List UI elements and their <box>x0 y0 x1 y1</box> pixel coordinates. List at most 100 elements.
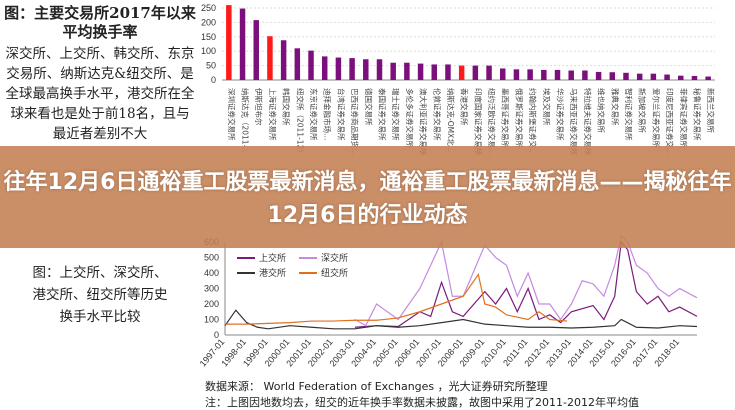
y-tick-label: 200 <box>204 299 219 309</box>
bar <box>431 64 438 80</box>
series-line <box>354 234 698 327</box>
bar <box>417 63 424 80</box>
bar <box>239 8 246 80</box>
bar-category-label: 伦敦证券交易所 <box>432 88 442 141</box>
y-tick-label: 100 <box>204 315 219 325</box>
bar <box>445 64 451 80</box>
bar <box>335 57 342 80</box>
bar-category-label: 纽约泛欧证券交易… <box>487 88 497 155</box>
bar-category-label: 韩国交易所 <box>282 88 292 126</box>
bar <box>404 62 410 80</box>
legend-label: 上交所 <box>259 252 286 263</box>
bar-category-label: 特拉维夫证券交易所 <box>583 88 593 156</box>
series-line <box>224 309 698 330</box>
bar-category-label: 多伦多证券交易所 <box>405 88 415 148</box>
bar <box>554 69 561 80</box>
bar-category-label: 伊斯坦布尔 <box>254 88 264 126</box>
bar-category-label: 纽交所（2011-12） <box>295 88 305 157</box>
bar <box>280 40 287 80</box>
bar <box>541 69 547 80</box>
bar <box>499 68 506 80</box>
legend-label: 深交所 <box>321 252 348 263</box>
legend-label: 港交所 <box>259 267 286 278</box>
y-tick-label: 300 <box>204 284 219 294</box>
bar <box>678 75 684 80</box>
bar-category-label: 新加坡交易所 <box>638 88 648 133</box>
bar <box>650 73 657 80</box>
bar <box>390 62 396 80</box>
bar <box>349 58 355 80</box>
y-tick-label: 400 <box>204 268 219 278</box>
bar-category-label: 新西兰交易所 <box>706 88 716 133</box>
bar <box>376 59 383 80</box>
bar <box>568 70 574 80</box>
bar-category-label: 印度国家证券交易所 <box>473 88 483 156</box>
bar-category-label: 巴西证券商品期货… <box>350 88 360 156</box>
legend-label: 纽交所 <box>321 267 348 278</box>
bar <box>609 72 616 80</box>
bar-category-label: 迪拜金融市场… <box>323 88 333 141</box>
y-tick-label: 0 <box>211 75 216 85</box>
bar-category-label: 马来西亚证券交易所 <box>569 88 579 156</box>
bar <box>226 5 232 80</box>
headline-overlay <box>0 146 735 248</box>
y-tick-label: 0 <box>214 330 219 340</box>
series-line <box>225 273 568 325</box>
bar <box>691 75 698 80</box>
bar-category-label: 埃及交易所 <box>542 88 552 126</box>
bar-category-label: 俄罗斯证券交易所 <box>514 88 524 148</box>
chart1-description: 深交所、上交所、韩交所、东京交易所、纳斯达克&纽交所、是全球最高换手水平，港交所… <box>5 46 195 142</box>
y-tick-label: 200 <box>201 17 216 27</box>
bar <box>321 56 328 80</box>
bar-category-label: 纳斯达克-OMX北… <box>446 88 456 153</box>
bar <box>582 70 588 80</box>
series-line <box>354 240 698 328</box>
bar <box>486 65 492 80</box>
bar-category-label: 深圳证券交易所 <box>227 88 237 141</box>
bar-category-label: 泰国证券交易所 <box>377 88 387 141</box>
bar-category-label: 约翰内斯堡证券交… <box>528 88 538 156</box>
bar <box>623 72 629 80</box>
data-source: 数据来源： World Federation of Exchanges ，光大证… <box>205 380 548 393</box>
bar <box>513 69 520 80</box>
footnote: 注：上图因地数均去，纽交的近年换手率数据未披露，故图中采用了2011-2012年… <box>205 396 639 409</box>
bar-category-label: 台湾证券交易所 <box>336 88 346 141</box>
bar <box>458 65 465 80</box>
y-tick-label: 100 <box>201 46 216 56</box>
charts: 0 50 100 150 200 250 深圳证券交易所 纳斯达克（2011-… 伊斯坦布尔 上海… <box>198 3 717 369</box>
bar-category-label: 墨西哥证券交易所 <box>501 88 511 148</box>
bar <box>664 74 670 80</box>
bar <box>363 59 369 80</box>
bar-category-label: 华沙证券交易所 <box>556 88 566 141</box>
bar-category-label: 印度尼西亚证券交… <box>665 88 675 156</box>
bar-category-label: 上海证券交易所 <box>268 88 278 141</box>
bar <box>253 20 259 80</box>
y-tick-label: 500 <box>204 253 219 263</box>
bar-category-label: 菲律宾证券交易所 <box>679 88 689 148</box>
bar <box>267 36 273 80</box>
bar <box>595 71 602 80</box>
chart1-title: 图：主要交易所2017年以来平均换手率 <box>4 4 196 41</box>
bar-category-label: 纳斯达克（2011-… <box>241 88 251 155</box>
bar-category-label: 德国交易所 <box>364 88 374 126</box>
bar-category-label: 东京证券交易所 <box>309 88 319 141</box>
bar-category-label: 爱尔兰证券交易所 <box>651 88 661 148</box>
bar <box>308 50 314 80</box>
bar-category-label: 香港交易所 <box>460 88 470 126</box>
y-tick-label: 50 <box>206 61 216 71</box>
bar-category-label: 瑞士证券交易所 <box>391 88 401 141</box>
bar <box>705 76 711 80</box>
chart2-title: 图：上交所、深交所、港交所、纽交所等历史换手水平比较 <box>32 265 168 325</box>
y-tick-label: 250 <box>201 3 216 13</box>
bar-category-label: 维也纳交易所 <box>597 88 607 133</box>
bar-category-label: 澳大利亚证券交易所 <box>419 88 429 156</box>
bar <box>636 73 643 80</box>
headline: 往年12月6日通裕重工股票最新消息，通裕重工股票最新消息——揭秘往年12月6日的… <box>3 170 732 228</box>
bar-category-label: 智利证券交易所 <box>624 88 634 141</box>
bar <box>472 65 479 80</box>
bar <box>527 69 533 80</box>
bar-category-label: 秘鲁证券交易所 <box>692 88 702 141</box>
bar-category-label: 雅典交易所 <box>610 88 620 126</box>
y-tick-label: 150 <box>201 32 216 42</box>
bar <box>294 48 301 80</box>
